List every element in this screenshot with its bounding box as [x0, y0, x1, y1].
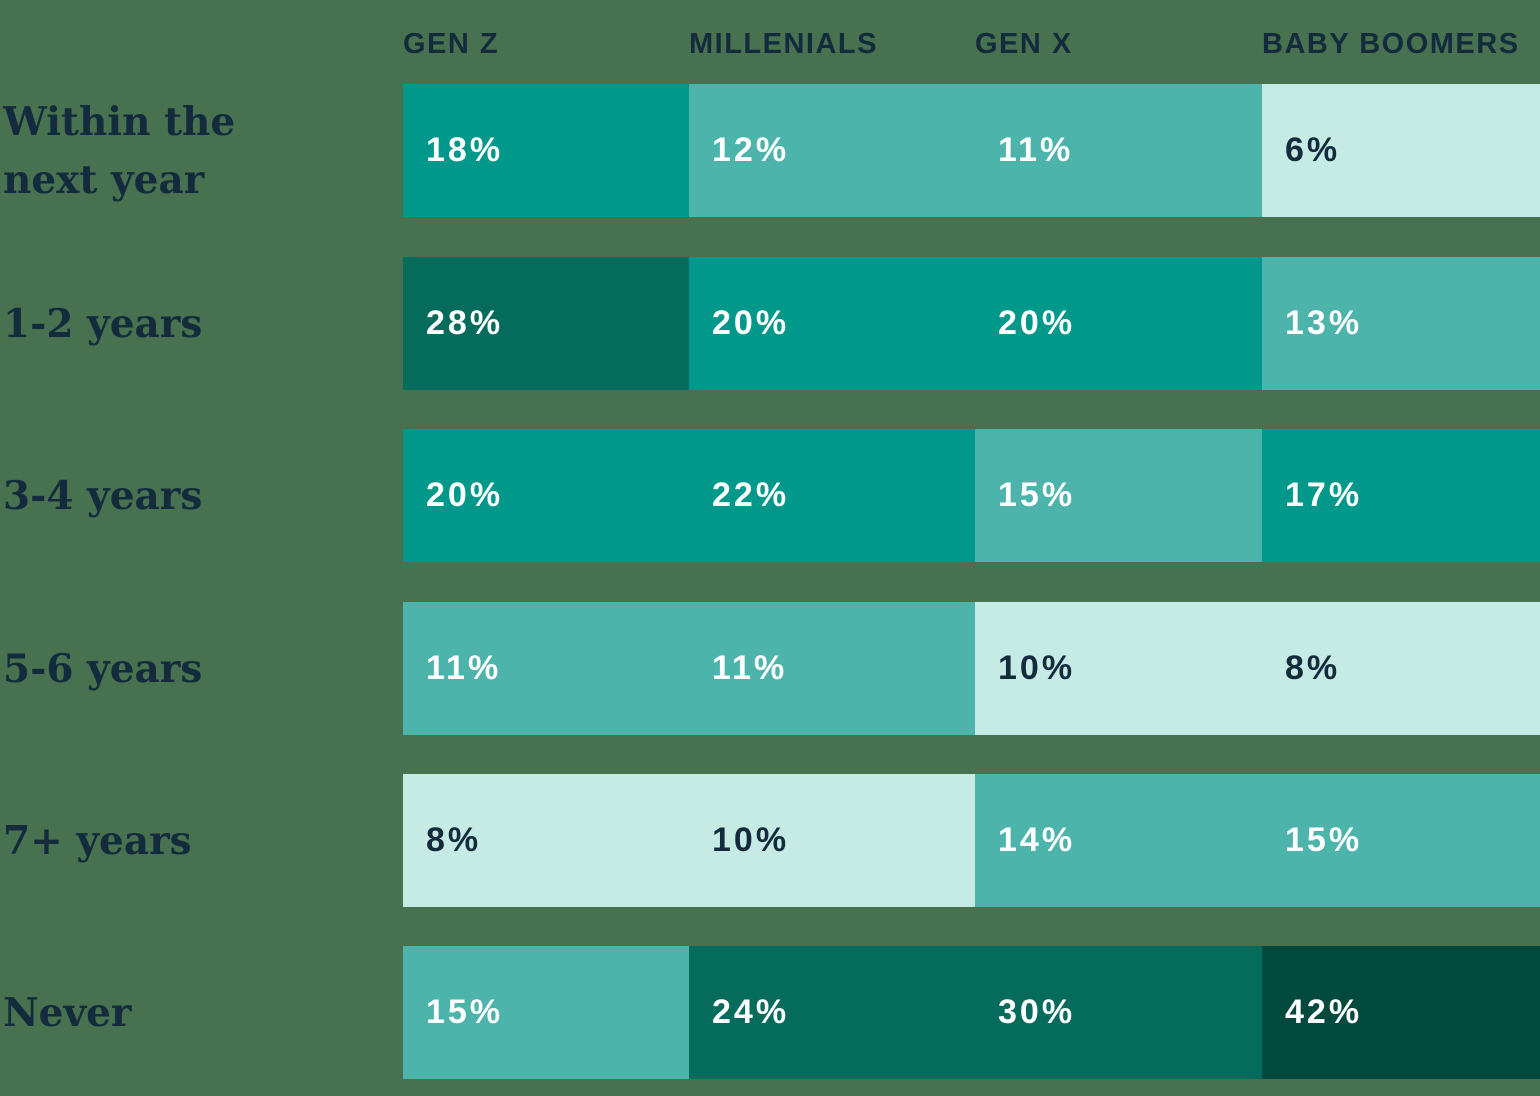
heatmap-cell: 11% [403, 602, 689, 735]
cell-value: 22% [712, 476, 790, 514]
heatmap-cell: 15% [403, 946, 689, 1079]
heatmap-cell: 15% [975, 429, 1262, 562]
heatmap-cell: 28% [403, 257, 689, 390]
cell-value: 10% [712, 821, 790, 859]
cell-value: 42% [1285, 993, 1363, 1031]
cell-value: 11% [426, 649, 502, 687]
column-header-millenials: MILLENIALS [689, 28, 878, 60]
cell-value: 11% [998, 131, 1074, 169]
row-label-line: 3-4 years [3, 472, 203, 519]
heatmap-cell: 42% [1262, 946, 1540, 1079]
cell-value: 15% [426, 993, 504, 1031]
heatmap-cell: 30% [975, 946, 1262, 1079]
cell-value: 20% [998, 304, 1076, 342]
cell-value: 11% [712, 649, 788, 687]
heatmap-cell: 8% [403, 774, 689, 907]
row-label-line: Within the [3, 98, 236, 145]
cell-value: 15% [998, 476, 1076, 514]
column-header-gen-x: GEN X [975, 28, 1073, 60]
heatmap-cell: 6% [1262, 84, 1540, 217]
heatmap-cell: 18% [403, 84, 689, 217]
heatmap-row: 28% 20% 20% 13% [403, 257, 1540, 390]
heatmap-cell: 13% [1262, 257, 1540, 390]
heatmap-cell: 17% [1262, 429, 1540, 562]
cell-value: 10% [998, 649, 1076, 687]
heatmap-cell: 10% [975, 602, 1262, 735]
row-label-line: 5-6 years [3, 645, 203, 692]
cell-value: 17% [1285, 476, 1363, 514]
heatmap-cell: 8% [1262, 602, 1540, 735]
heatmap-cell: 20% [975, 257, 1262, 390]
row-label: Never [3, 984, 131, 1042]
row-label-line: 1-2 years [3, 300, 203, 347]
cell-value: 8% [1285, 649, 1341, 687]
cell-value: 20% [712, 304, 790, 342]
heatmap-cell: 15% [1262, 774, 1540, 907]
heatmap-row: 20% 22% 15% 17% [403, 429, 1540, 562]
cell-value: 12% [712, 131, 790, 169]
row-label-line: next year [3, 156, 205, 203]
cell-value: 28% [426, 304, 504, 342]
heatmap-cell: 14% [975, 774, 1262, 907]
heatmap-cell: 11% [975, 84, 1262, 217]
heatmap-cell: 24% [689, 946, 975, 1079]
heatmap-cell: 10% [689, 774, 975, 907]
cell-value: 13% [1285, 304, 1363, 342]
row-label: 1-2 years [3, 295, 202, 353]
row-label: 7+ years [3, 812, 192, 870]
column-header-baby-boomers: BABY BOOMERS [1262, 28, 1520, 60]
cell-value: 20% [426, 476, 504, 514]
cell-value: 6% [1285, 131, 1341, 169]
heatmap-row: 8% 10% 14% 15% [403, 774, 1540, 907]
heatmap-row: 15% 24% 30% 42% [403, 946, 1540, 1079]
row-label: 5-6 years [3, 640, 202, 698]
cell-value: 30% [998, 993, 1076, 1031]
row-label-line: 7+ years [3, 817, 192, 864]
cell-value: 18% [426, 131, 504, 169]
row-label: Within the next year [3, 93, 235, 209]
heatmap-cell: 20% [689, 257, 975, 390]
row-label-line: Never [3, 989, 132, 1036]
cell-value: 24% [712, 993, 790, 1031]
row-label: 3-4 years [3, 467, 202, 525]
heatmap-cell: 11% [689, 602, 975, 735]
column-header-gen-z: GEN Z [403, 28, 500, 60]
cell-value: 14% [998, 821, 1076, 859]
heatmap-cell: 22% [689, 429, 975, 562]
heatmap-cell: 20% [403, 429, 689, 562]
heatmap-cell: 12% [689, 84, 975, 217]
heatmap-row: 18% 12% 11% 6% [403, 84, 1540, 217]
cell-value: 8% [426, 821, 482, 859]
heatmap-row: 11% 11% 10% 8% [403, 602, 1540, 735]
cell-value: 15% [1285, 821, 1363, 859]
